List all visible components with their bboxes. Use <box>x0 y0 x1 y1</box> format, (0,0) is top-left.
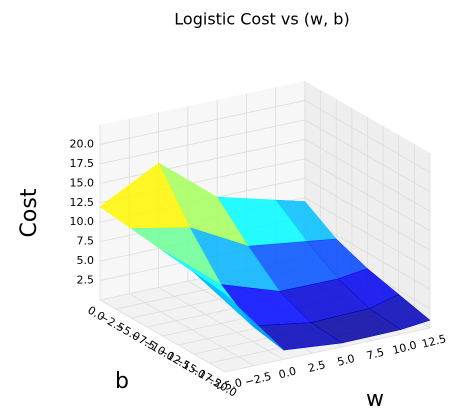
z-tick-label: 2.5 <box>77 274 95 287</box>
x-tick-label: 10.0 <box>391 339 418 358</box>
x-tick-label: 0.0 <box>277 365 297 382</box>
z-tick-label: 20.0 <box>70 137 95 150</box>
x-tick-label: −2.5 <box>244 370 273 389</box>
z-tick-label: 5.0 <box>77 254 95 267</box>
grid-line <box>304 197 431 271</box>
z-tick-label: 12.5 <box>70 196 95 209</box>
z-tick-label: 17.5 <box>70 157 95 170</box>
grid-line <box>304 158 431 232</box>
grid-line <box>99 138 306 184</box>
x-tick-label: 5.0 <box>336 352 356 369</box>
grid-line <box>99 119 306 165</box>
y-tick-label: −20.0 <box>203 372 239 400</box>
x-tick-label: 7.5 <box>365 346 385 363</box>
x-axis-label: w <box>366 387 384 412</box>
grid-line <box>99 100 306 145</box>
z-tick-label: 7.5 <box>77 235 95 248</box>
grid-line <box>304 100 431 173</box>
grid-line <box>304 119 431 193</box>
grid-line <box>304 177 431 251</box>
z-tick-label: 15.0 <box>70 176 95 189</box>
x-tick-label: −5.0 <box>214 376 243 395</box>
x-tick-label: 2.5 <box>307 358 327 375</box>
grid-line <box>224 327 431 373</box>
chart-title: Logistic Cost vs (w, b) <box>174 10 349 29</box>
x-tick-label: 12.5 <box>420 332 447 351</box>
grid-line <box>304 138 431 212</box>
surface-patch <box>193 272 284 351</box>
y-axis-label: b <box>115 369 129 394</box>
z-tick-label: 10.0 <box>70 215 95 228</box>
z-axis-label: Cost <box>17 188 42 237</box>
